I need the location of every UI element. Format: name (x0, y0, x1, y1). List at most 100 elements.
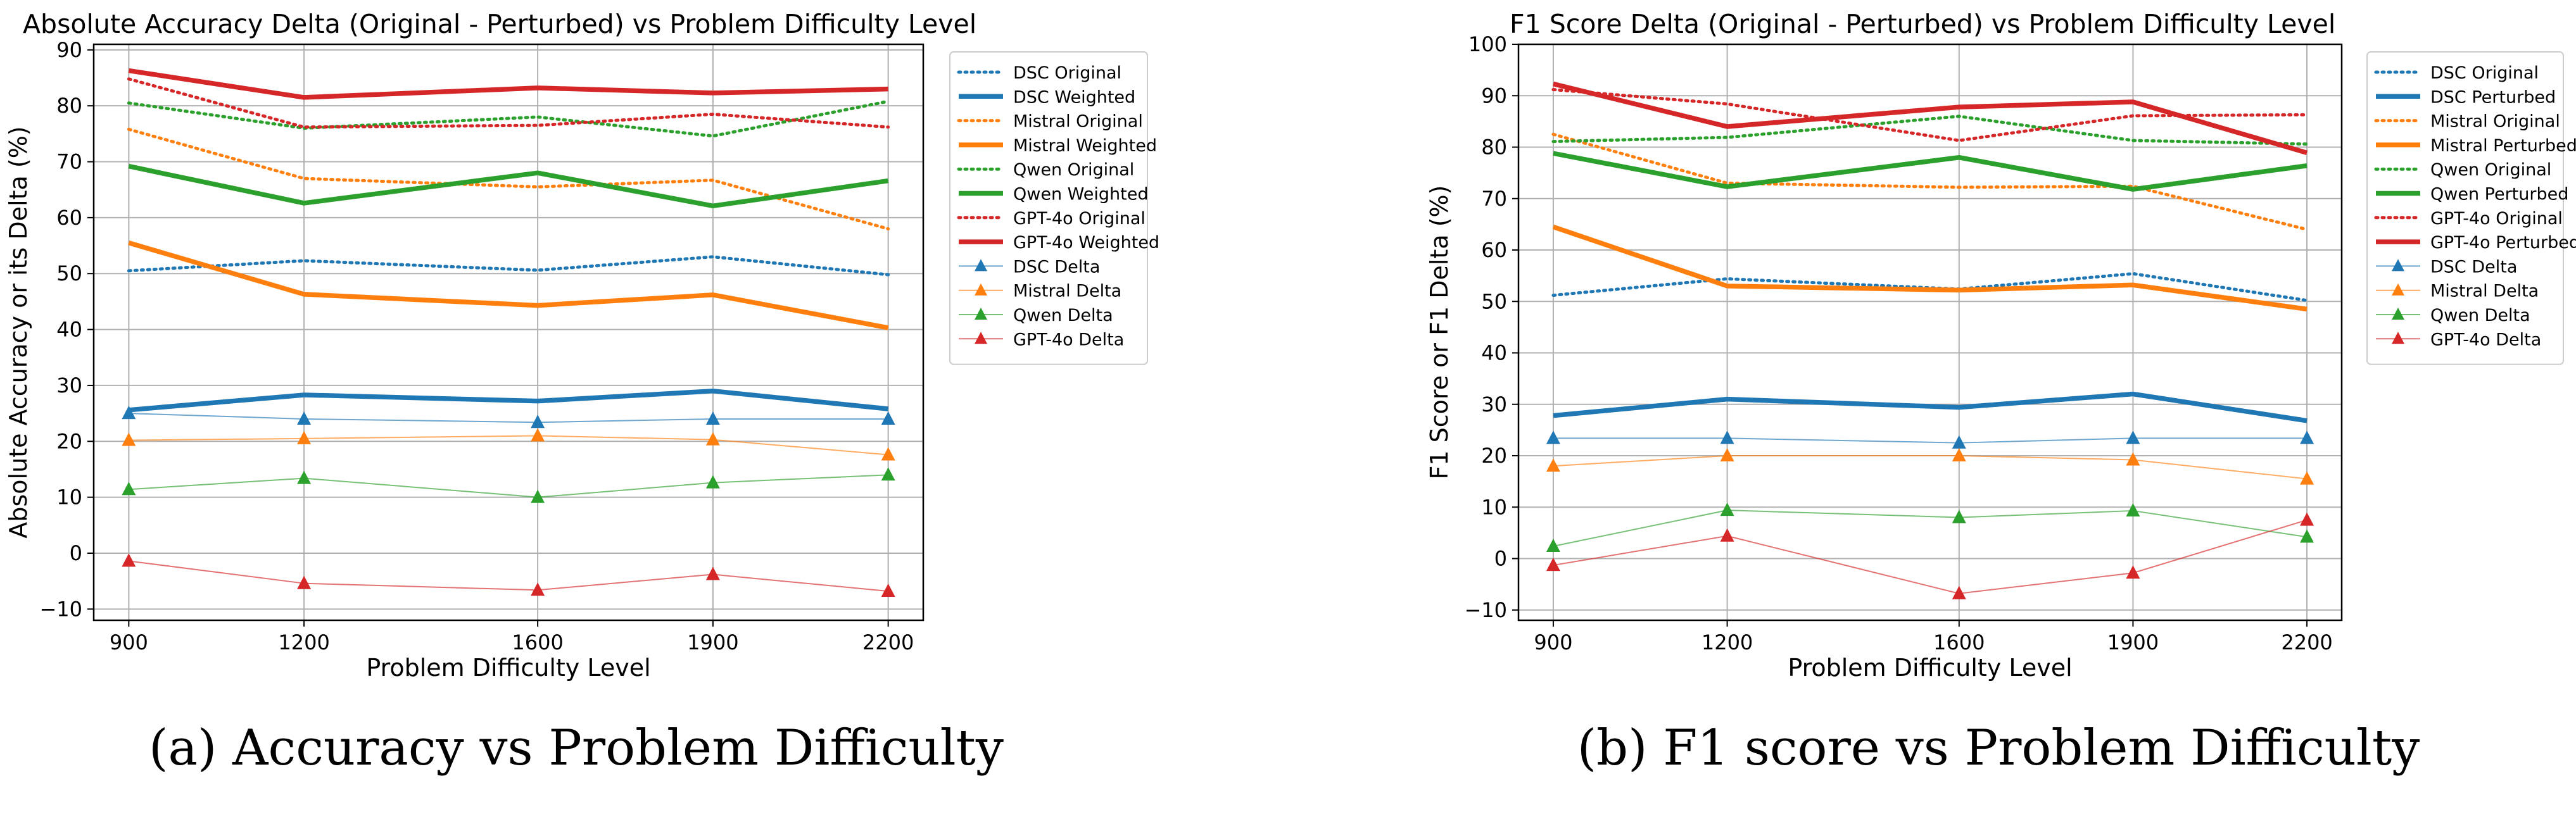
x-tick-label: 1900 (2107, 630, 2159, 654)
y-tick-label: 70 (56, 150, 82, 174)
delta-marker (1720, 503, 1734, 516)
delta-marker (122, 553, 136, 567)
legend-entry: Qwen Delta (1013, 306, 1113, 325)
delta-marker (2126, 452, 2140, 466)
x-tick-label: 1900 (687, 630, 738, 654)
y-tick-label: 80 (1481, 135, 1507, 159)
delta-marker (705, 432, 720, 446)
series-line (1551, 88, 2309, 142)
legend-entry: Mistral Delta (2430, 282, 2539, 301)
legend-entry: GPT-4o Delta (2430, 330, 2541, 349)
y-tick-label: 60 (1481, 238, 1507, 262)
y-tick-label: 90 (1481, 84, 1507, 108)
legend-entry: GPT-4o Delta (1013, 330, 1124, 349)
delta-marker (1952, 448, 1966, 461)
delta-marker (2126, 430, 2140, 444)
series-line (1553, 151, 2308, 192)
x-tick-label: 1600 (1933, 630, 1985, 654)
accuracy-chart: 900 1200 1600 1900 2200 −10 0 10 20 30 40 50 60 70 80 9… (4, 9, 1159, 777)
delta-marker (1720, 430, 1734, 444)
legend-entry: Mistral Delta (1013, 282, 1121, 301)
legend-entry: DSC Original (1013, 63, 1121, 83)
y-tick-label: 90 (56, 38, 82, 62)
legend-entry: Mistral Original (1013, 112, 1143, 132)
delta-marker (297, 411, 312, 425)
legend-marker (975, 259, 987, 272)
legend-entry: GPT-4o Original (2430, 209, 2563, 228)
legend-entry: DSC Delta (1013, 257, 1100, 277)
legend-marker (2392, 308, 2404, 320)
delta-marker (1546, 539, 1560, 552)
legend-entry: Qwen Weighted (1013, 185, 1148, 204)
x-tick-label: 1200 (1702, 630, 1753, 654)
legend-box (2366, 51, 2564, 365)
y-tick-label: 40 (56, 318, 82, 342)
x-axis-label: Problem Difficulty Level (366, 654, 650, 682)
y-axis-label: Absolute Accuracy or its Delta (%) (4, 126, 32, 538)
delta-marker (122, 482, 136, 496)
series-line (1553, 510, 2308, 547)
series-line (127, 255, 890, 277)
y-tick-label: 30 (56, 373, 82, 397)
delta-marker (531, 415, 545, 428)
legend-entry: DSC Original (2430, 63, 2539, 83)
delta-marker (705, 411, 720, 425)
x-tick-label: 2200 (2281, 630, 2332, 654)
legend-entry: Mistral Original (2430, 112, 2560, 132)
legend-entry: Qwen Delta (2430, 306, 2530, 325)
legend-entry: Qwen Original (2430, 160, 2551, 180)
legend-entry: Qwen Original (1013, 160, 1134, 180)
series-line (129, 435, 888, 456)
delta-marker (881, 447, 895, 461)
y-tick-label: 80 (56, 94, 82, 118)
delta-marker (1952, 510, 1966, 523)
delta-marker (1720, 448, 1734, 461)
series-line (129, 474, 888, 498)
y-tick-label: 100 (1468, 32, 1507, 56)
legend-entry: Mistral Perturbed (2430, 136, 2576, 156)
legend-entry: Qwen Perturbed (2430, 185, 2568, 204)
series-line (129, 389, 889, 413)
delta-marker (531, 428, 545, 442)
legend-marker (2392, 283, 2404, 296)
y-tick-label: 50 (56, 261, 82, 285)
series-line (129, 560, 888, 592)
y-tick-label: 0 (70, 541, 82, 565)
series-line (127, 99, 890, 138)
delta-marker (531, 489, 545, 503)
y-tick-label: 20 (56, 429, 82, 453)
series-line (128, 68, 888, 100)
figure-caption: (b) F1 score vs Problem Difficulty (1577, 720, 2420, 777)
series-line (128, 163, 889, 209)
y-tick-label: 60 (56, 206, 82, 230)
delta-marker (881, 584, 895, 597)
legend-entry: DSC Perturbed (2430, 87, 2556, 107)
series-line (1551, 115, 2309, 146)
legend-marker (2392, 259, 2404, 272)
legend-entry: GPT-4o Weighted (1013, 233, 1159, 253)
delta-marker (705, 566, 720, 580)
legend-entry: DSC Weighted (1013, 87, 1135, 107)
x-axis-label: Problem Difficulty Level (1788, 654, 2072, 682)
series-line (1551, 132, 2309, 231)
delta-marker (2300, 430, 2314, 444)
series-line (1553, 455, 2308, 480)
figure-caption: (a) Accuracy vs Problem Difficulty (149, 720, 1004, 777)
y-tick-label: 0 (1494, 547, 1507, 571)
delta-marker (705, 475, 720, 489)
y-tick-label: 10 (1481, 495, 1507, 519)
legend-marker (2392, 332, 2404, 344)
axes-frame (92, 43, 925, 622)
delta-marker (297, 430, 312, 444)
delta-marker (881, 411, 895, 425)
delta-marker (2300, 512, 2314, 526)
y-tick-label: 10 (56, 485, 82, 510)
delta-marker (1952, 585, 1966, 599)
legend-entry: GPT-4o Original (1013, 209, 1146, 228)
series-line (1551, 272, 2309, 303)
series-line (1553, 81, 2308, 156)
delta-marker (881, 467, 895, 481)
y-tick-label: 20 (1481, 444, 1507, 468)
legend-box (949, 51, 1148, 365)
